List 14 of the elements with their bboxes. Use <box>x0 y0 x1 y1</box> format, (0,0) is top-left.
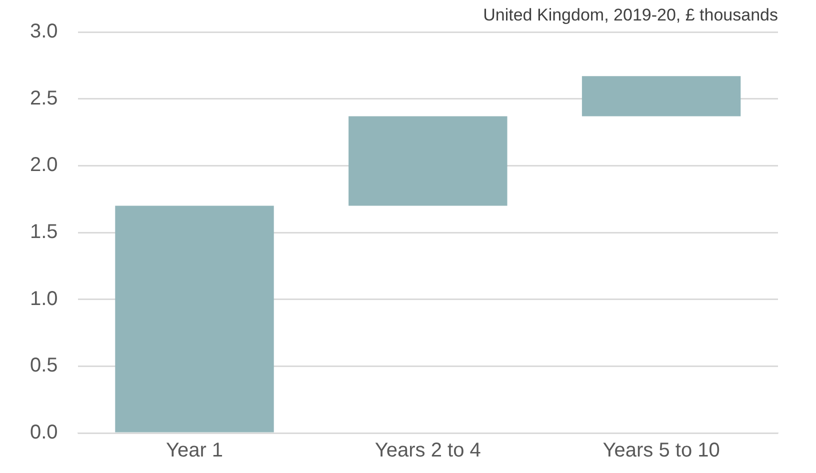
y-tick-label: 1.5 <box>30 221 58 244</box>
x-tick-label: Years 2 to 4 <box>374 440 481 462</box>
x-tick-label: Year 1 <box>166 440 224 462</box>
chart-subtitle: United Kingdom, 2019-20, £ thousands <box>483 5 778 24</box>
y-tick-label: 2.5 <box>30 87 58 110</box>
bar <box>115 206 274 432</box>
y-tick-label: 3.0 <box>30 20 58 43</box>
y-tick-label: 0.5 <box>30 354 58 377</box>
y-tick-label: 0.0 <box>30 422 58 444</box>
y-tick-label: 2.0 <box>30 154 58 176</box>
bar <box>348 116 508 206</box>
bar <box>582 76 741 116</box>
x-tick-label: Years 5 to 10 <box>602 440 720 462</box>
y-tick-label: 1.0 <box>30 288 58 310</box>
